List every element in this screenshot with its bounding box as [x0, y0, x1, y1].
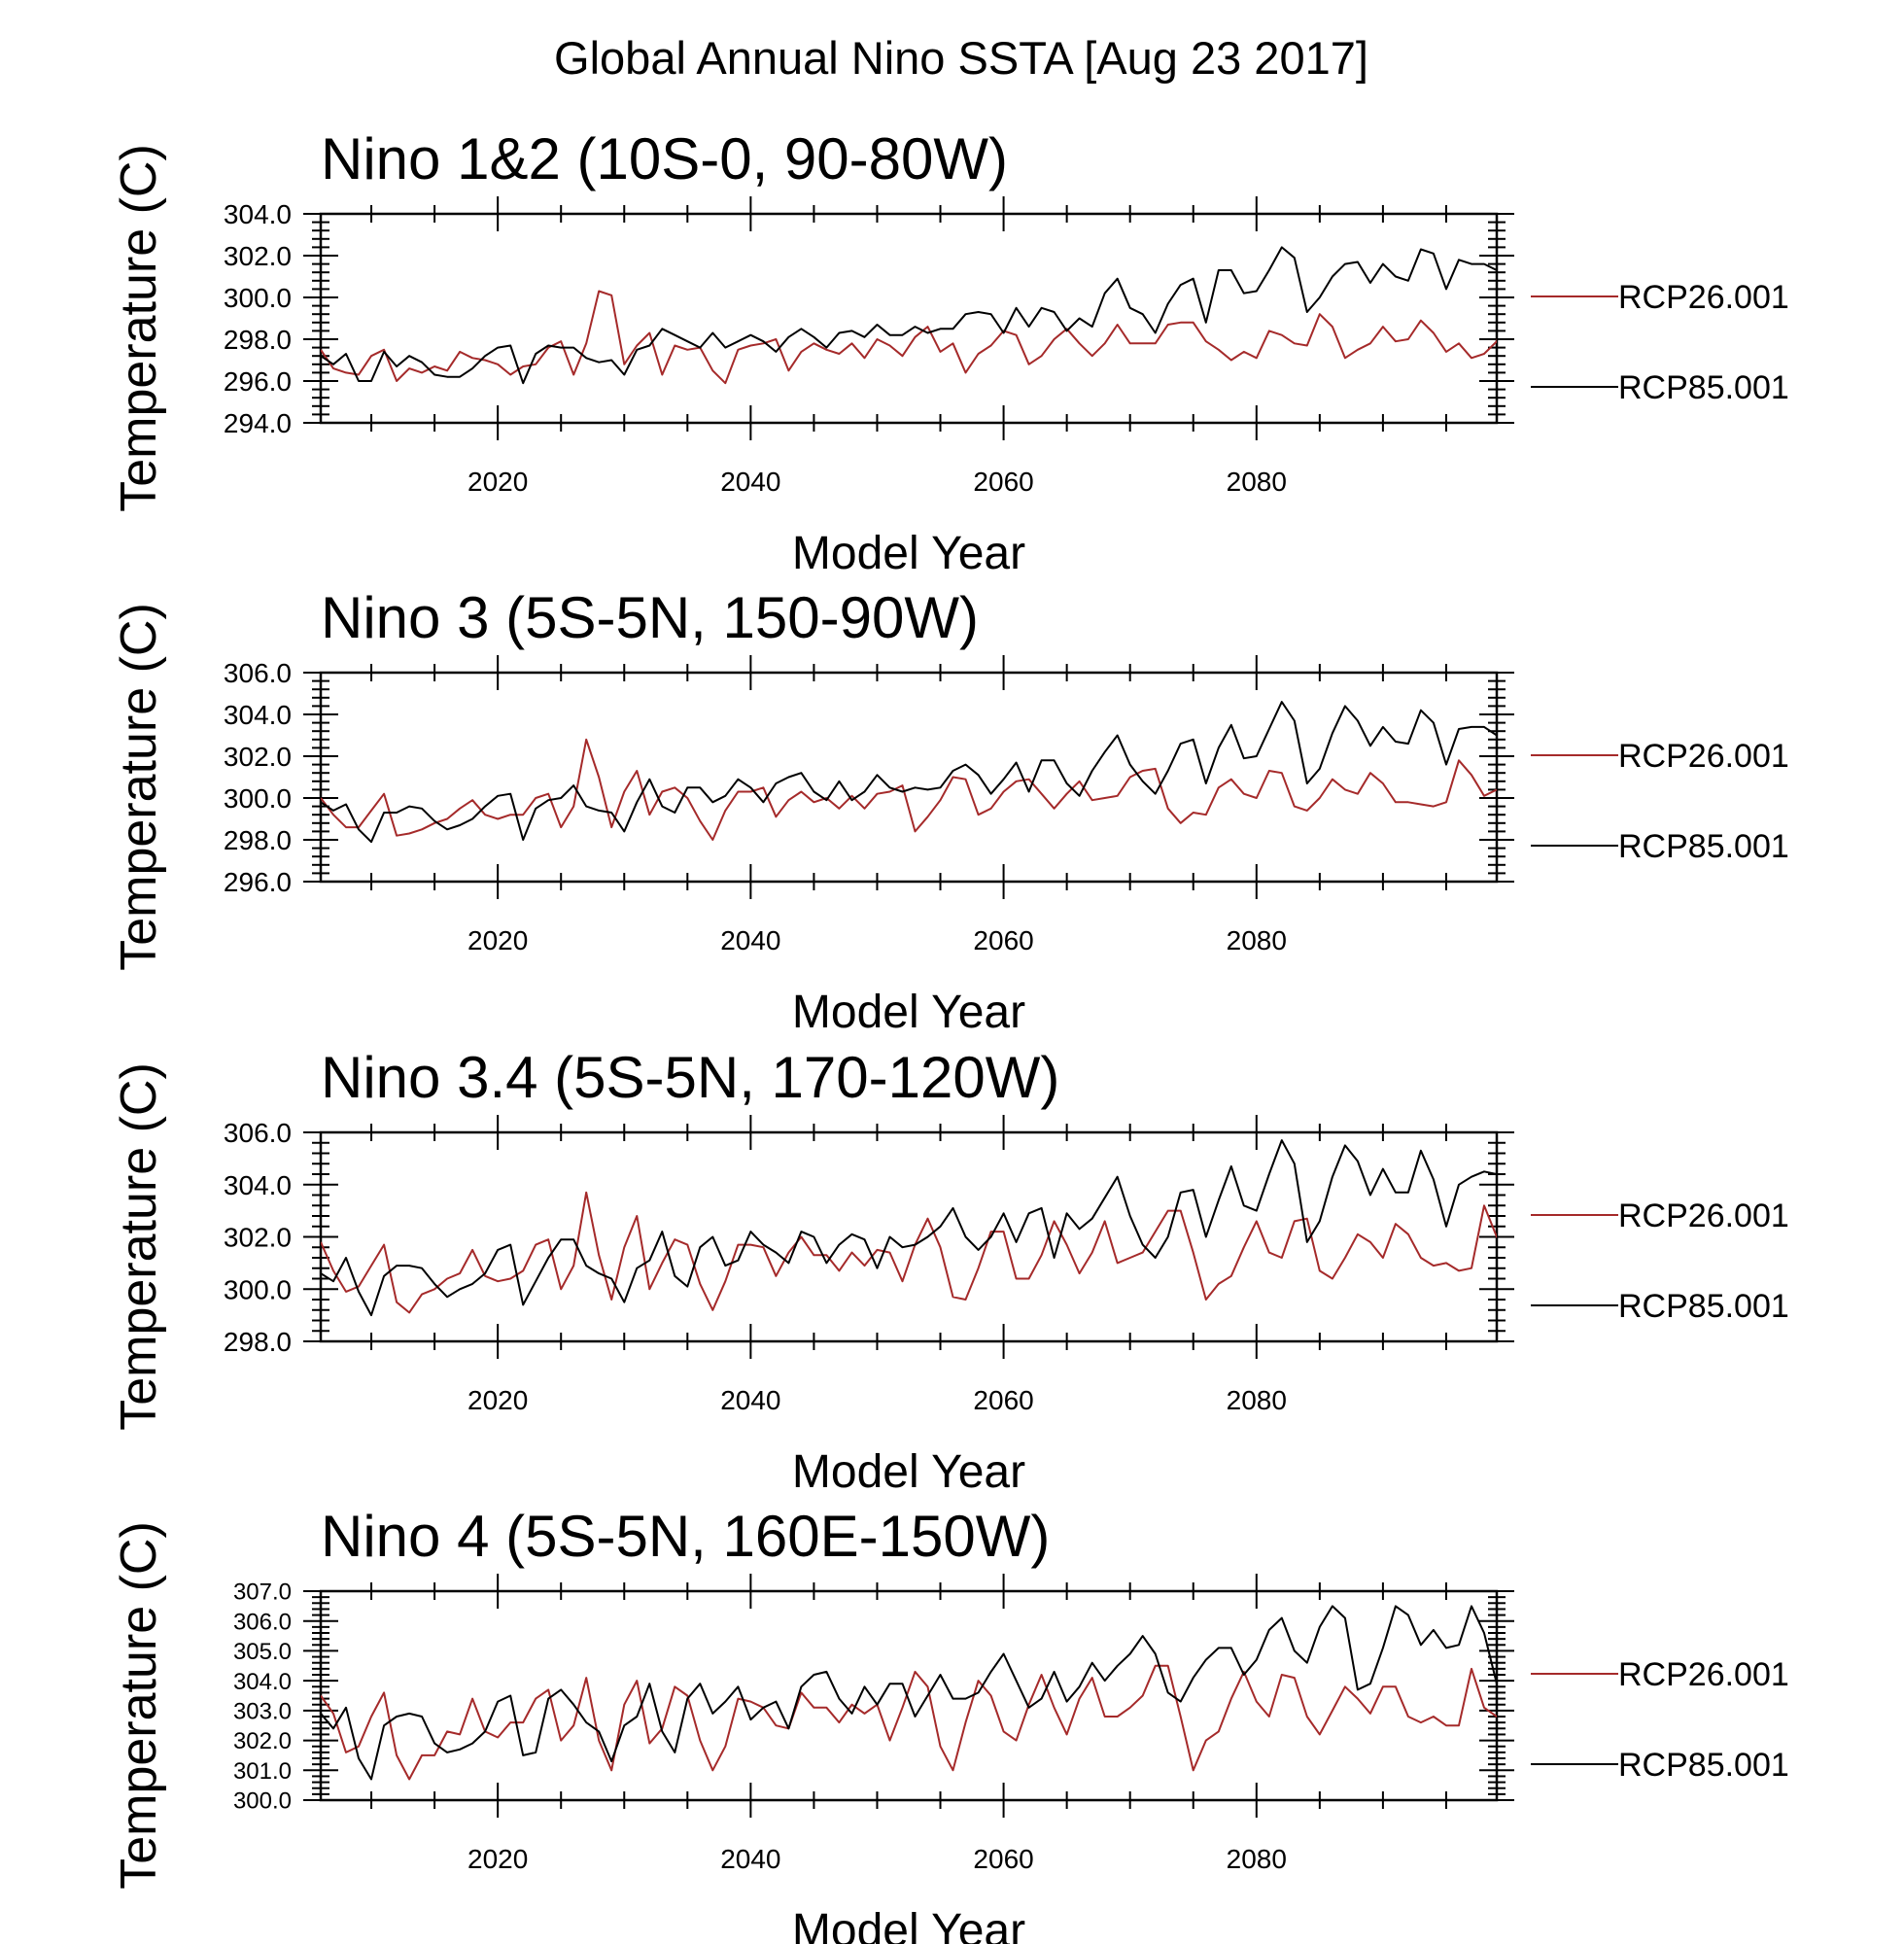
legend-label: RCP85.001 [1618, 828, 1789, 865]
y-axis-label: Temperature (C) [111, 1062, 167, 1431]
legend-label: RCP85.001 [1618, 1288, 1789, 1325]
legend-label: RCP26.001 [1618, 738, 1789, 775]
y-tick-label: 296.0 [224, 867, 292, 897]
plot-frame [319, 1130, 1499, 1343]
y-tick-label: 304.0 [224, 199, 292, 229]
y-tick-label: 300.0 [224, 783, 292, 814]
y-tick-label: 304.0 [224, 1170, 292, 1200]
x-tick-label: 2080 [1227, 467, 1287, 497]
y-tick-label: 305.0 [233, 1639, 292, 1665]
x-tick-label: 2080 [1227, 1844, 1287, 1874]
series-line-rcp85-001 [321, 1605, 1497, 1781]
y-tick-label: 304.0 [224, 700, 292, 730]
x-tick-label: 2040 [720, 467, 780, 497]
plot-frame [319, 1589, 1499, 1802]
series-line-rcp26-001 [321, 1191, 1497, 1314]
chart-panel-1: Nino 1&2 (10S-0, 90-80W) Temperature (C) M… [111, 126, 1789, 579]
x-tick-label: 2040 [720, 1844, 780, 1874]
panel-title: Nino 3 (5S-5N, 150-90W) [321, 585, 979, 650]
y-tick-label: 296.0 [224, 366, 292, 397]
y-tick-label: 298.0 [224, 1327, 292, 1357]
y-tick-label: 302.0 [233, 1728, 292, 1754]
x-tick-label: 2020 [467, 925, 528, 955]
x-axis-label: Model Year [792, 987, 1025, 1038]
y-tick-label: 294.0 [224, 408, 292, 438]
y-tick-label: 302.0 [224, 241, 292, 271]
plot-frame [319, 671, 1499, 884]
x-tick-label: 2060 [973, 467, 1033, 497]
y-tick-label: 306.0 [224, 658, 292, 688]
y-tick-label: 298.0 [224, 825, 292, 855]
x-axis-label: Model Year [792, 528, 1025, 579]
y-tick-label: 304.0 [233, 1669, 292, 1695]
y-tick-label: 303.0 [233, 1698, 292, 1724]
x-axis-label: Model Year [792, 1905, 1025, 1944]
x-tick-label: 2060 [973, 925, 1033, 955]
legend-label: RCP26.001 [1618, 279, 1789, 316]
chart-panel-2: Nino 3 (5S-5N, 150-90W) Temperature (C) Mo… [111, 585, 1789, 1038]
y-tick-label: 300.0 [224, 1274, 292, 1304]
x-tick-label: 2020 [467, 467, 528, 497]
panel-title: Nino 4 (5S-5N, 160E-150W) [321, 1504, 1050, 1569]
y-tick-label: 306.0 [233, 1609, 292, 1635]
panel-title: Nino 1&2 (10S-0, 90-80W) [321, 126, 1008, 191]
x-axis-label: Model Year [792, 1446, 1025, 1498]
y-tick-label: 298.0 [224, 325, 292, 355]
figure-title: Global Annual Nino SSTA [Aug 23 2017] [554, 32, 1368, 84]
chart-panel-4: Nino 4 (5S-5N, 160E-150W) Temperature (C)… [111, 1504, 1789, 1944]
series-line-rcp26-001 [321, 290, 1497, 385]
x-tick-label: 2040 [720, 925, 780, 955]
series-line-rcp85-001 [321, 1139, 1497, 1317]
x-tick-label: 2060 [973, 1844, 1033, 1874]
series-line-rcp26-001 [321, 1664, 1497, 1781]
legend-label: RCP26.001 [1618, 1198, 1789, 1234]
y-axis-label: Temperature (C) [111, 1521, 167, 1890]
y-tick-label: 300.0 [224, 283, 292, 313]
y-tick-label: 300.0 [233, 1788, 292, 1815]
y-axis-label: Temperature (C) [111, 144, 167, 512]
series-line-rcp85-001 [321, 246, 1497, 385]
x-tick-label: 2020 [467, 1844, 528, 1874]
legend-label: RCP26.001 [1618, 1656, 1789, 1693]
x-tick-label: 2080 [1227, 1385, 1287, 1415]
legend-label: RCP85.001 [1618, 1747, 1789, 1784]
chart-panels: Nino 1&2 (10S-0, 90-80W) Temperature (C) M… [111, 126, 1789, 1944]
x-tick-label: 2080 [1227, 925, 1287, 955]
y-tick-label: 306.0 [224, 1118, 292, 1148]
x-tick-label: 2020 [467, 1385, 528, 1415]
panel-title: Nino 3.4 (5S-5N, 170-120W) [321, 1045, 1059, 1110]
plot-frame [319, 212, 1499, 425]
x-tick-label: 2040 [720, 1385, 780, 1415]
chart-panel-3: Nino 3.4 (5S-5N, 170-120W) Temperature (C… [111, 1045, 1789, 1498]
x-tick-label: 2060 [973, 1385, 1033, 1415]
legend-label: RCP85.001 [1618, 369, 1789, 406]
y-tick-label: 302.0 [224, 1223, 292, 1253]
y-tick-label: 301.0 [233, 1758, 292, 1785]
y-axis-label: Temperature (C) [111, 603, 167, 971]
y-tick-label: 307.0 [233, 1580, 292, 1606]
series-line-rcp85-001 [321, 701, 1497, 844]
y-tick-label: 302.0 [224, 742, 292, 772]
